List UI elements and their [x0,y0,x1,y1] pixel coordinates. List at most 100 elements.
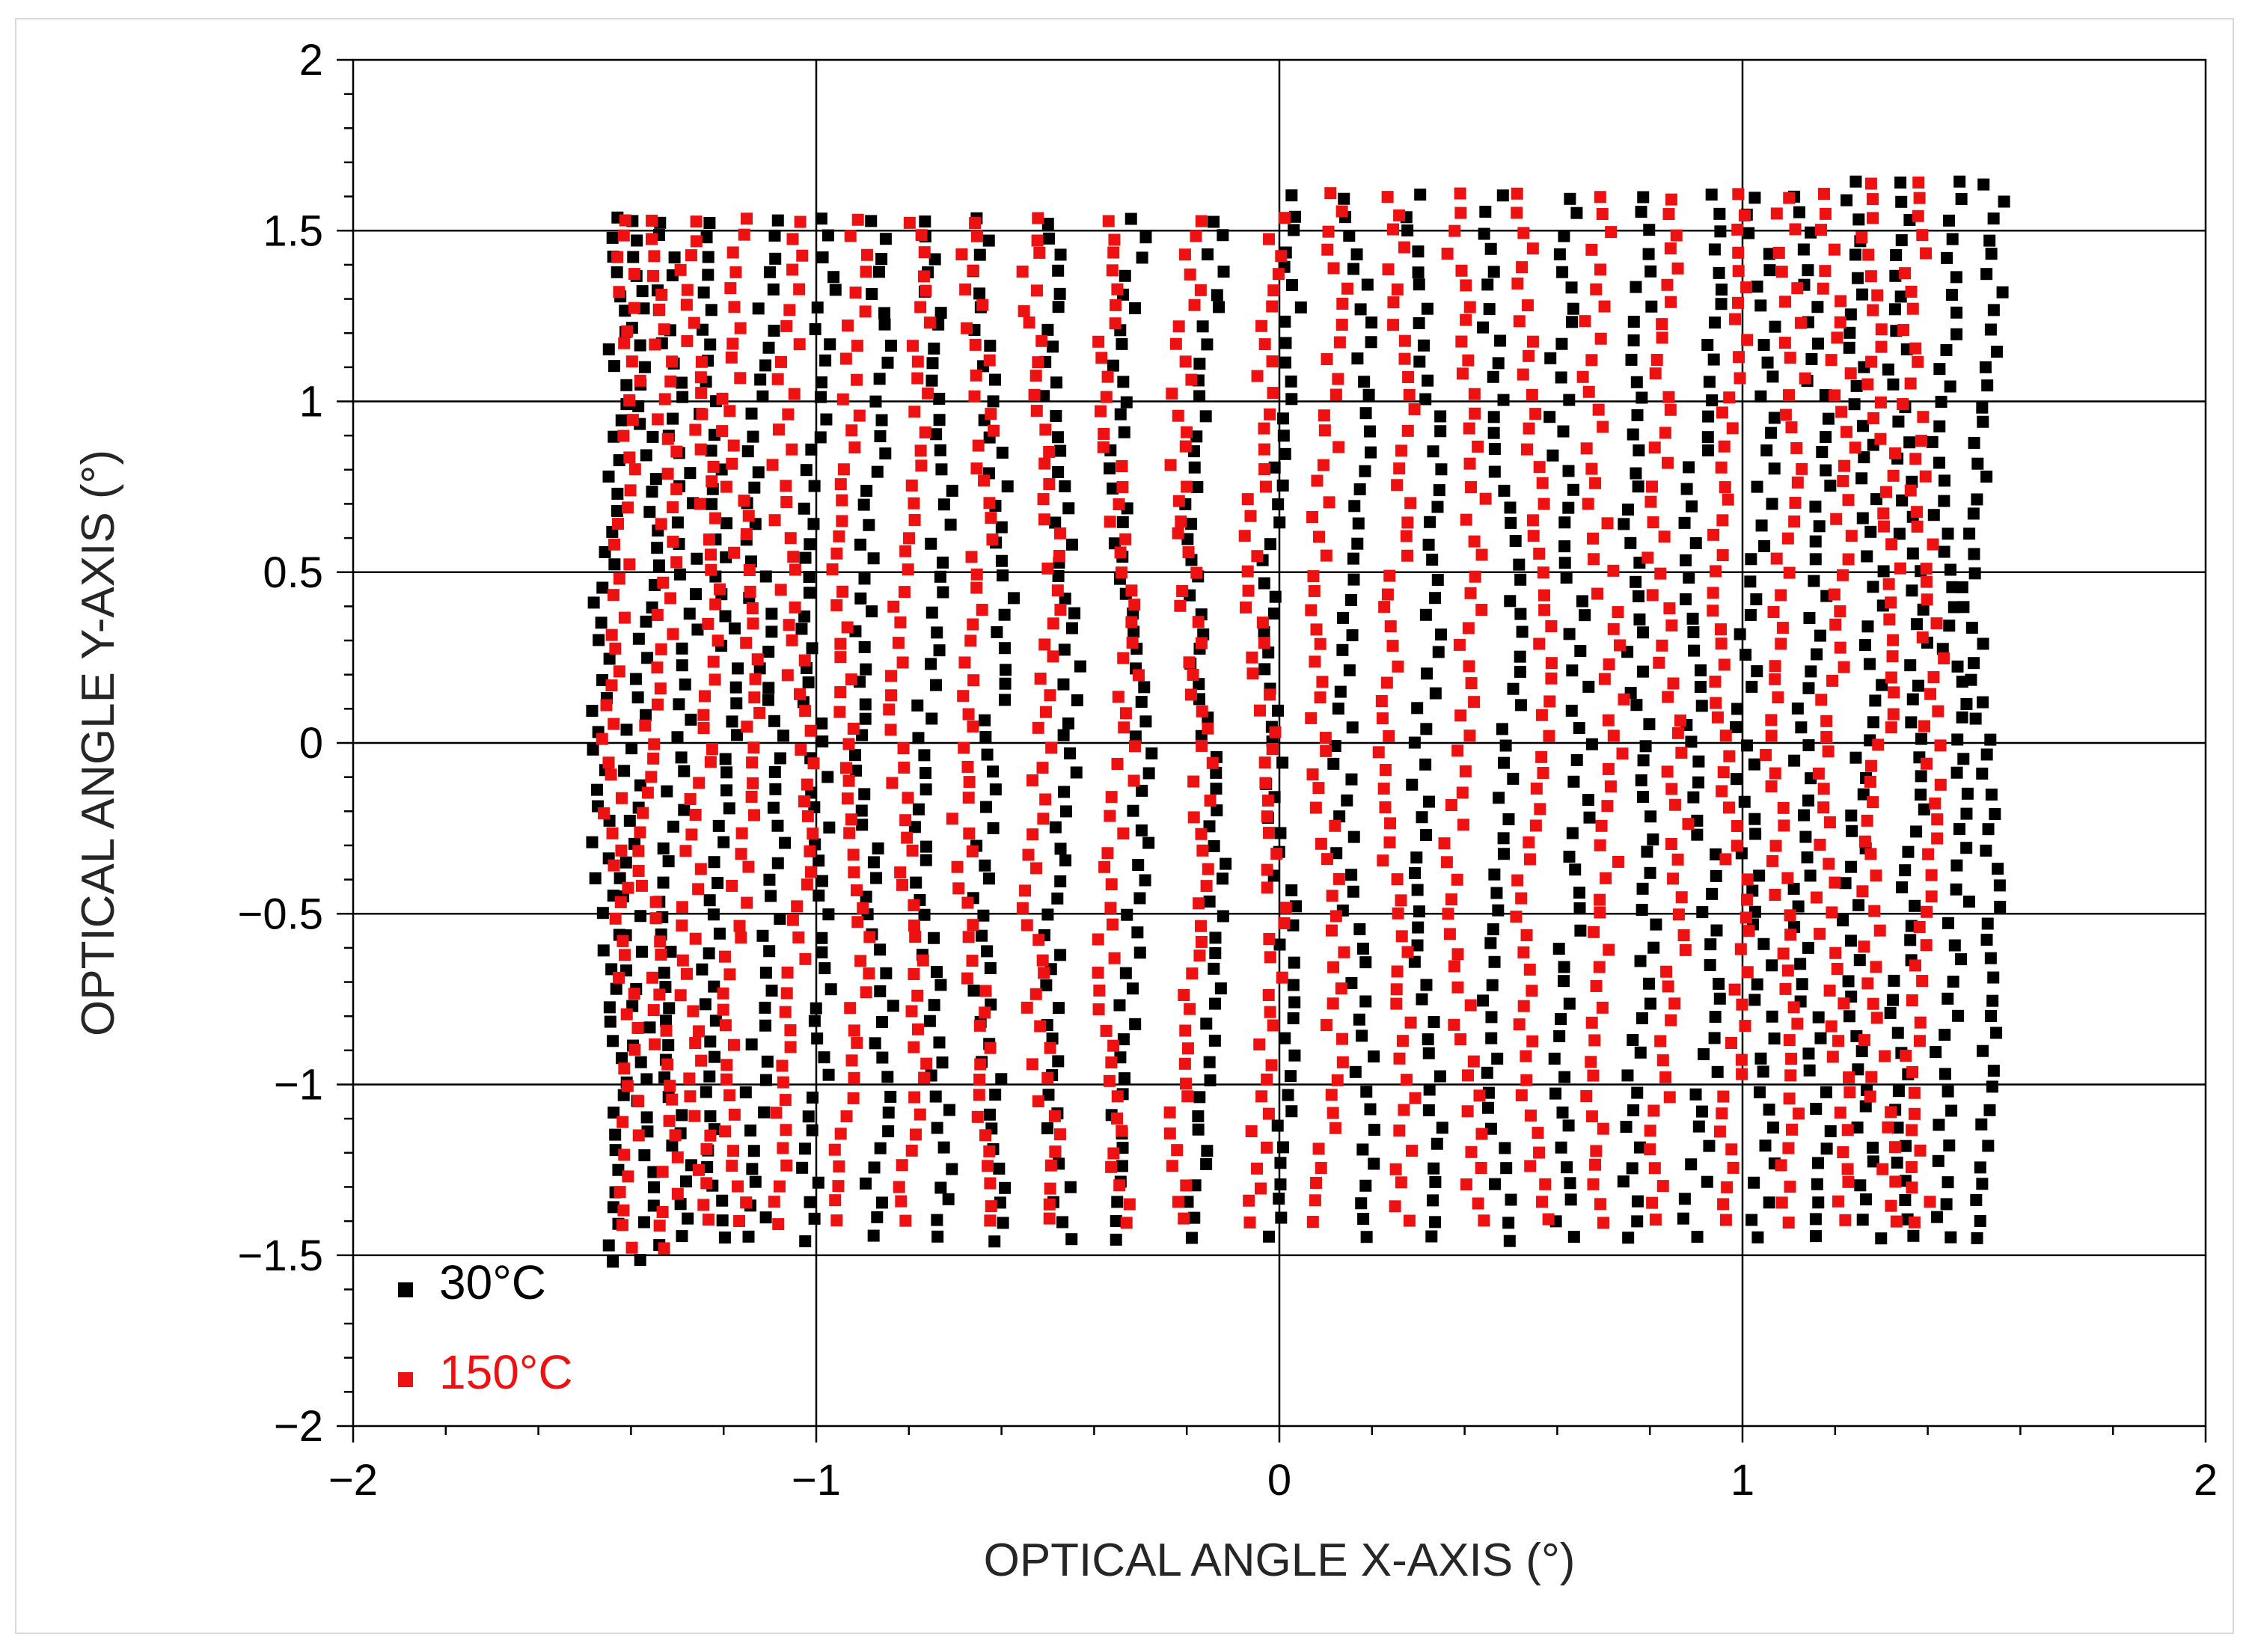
data-point [1950,328,1963,340]
data-point [997,569,1009,582]
data-point [658,323,670,336]
data-point [1678,516,1691,529]
data-point [1263,233,1276,245]
data-point [1893,527,1906,540]
data-point [774,584,787,596]
data-point [1635,206,1647,218]
data-point [1306,511,1319,524]
data-point [1846,825,1858,837]
data-point [1127,625,1140,638]
data-point [1321,353,1333,366]
data-point [1356,942,1369,955]
data-point [1053,287,1066,300]
data-point [733,1215,746,1228]
data-point [946,1163,958,1175]
data-point [1105,791,1118,804]
data-point [1940,1198,1953,1211]
data-point [1869,694,1882,707]
data-point [681,967,694,980]
data-point [866,605,878,618]
data-point [640,709,652,721]
data-point [1026,774,1038,786]
data-point [1379,764,1392,777]
axes [337,58,2207,1443]
data-point [1516,625,1529,638]
data-point [1976,767,1989,780]
data-point [1529,819,1542,832]
data-point [1814,838,1826,851]
data-point [1987,971,2000,984]
data-point [613,286,625,299]
data-point [786,443,798,456]
data-point [1358,376,1371,388]
data-point [915,229,928,242]
data-point [1656,318,1668,331]
data-point [1671,726,1684,739]
data-point [1166,1160,1178,1172]
data-point [1064,1181,1077,1193]
data-point [1799,830,1812,843]
data-point [987,822,1000,834]
data-point [1935,396,1947,409]
data-point [1768,462,1781,475]
data-point [1814,629,1826,642]
data-point [961,322,973,334]
data-point [697,286,710,299]
data-point [1062,502,1075,515]
data-point [1498,756,1511,769]
data-point [1939,1028,1951,1041]
data-point [830,547,843,560]
data-point [1190,566,1203,579]
data-point [1456,367,1469,380]
data-point [1778,819,1790,832]
data-point [1211,289,1223,302]
data-point [758,1106,771,1119]
data-point [1682,818,1695,830]
data-point [1826,1050,1839,1063]
data-point [1059,480,1071,492]
data-point [982,1160,994,1172]
data-point [1817,783,1830,795]
data-point [1722,801,1735,814]
data-point [1754,390,1767,403]
data-point [1870,961,1882,973]
data-point [1659,426,1671,439]
data-point [1217,910,1229,923]
data-point [786,233,799,245]
data-point [1320,549,1332,562]
data-point [744,585,756,598]
data-point [1465,1145,1478,1158]
data-point [893,1181,905,1193]
data-point [1113,1179,1126,1192]
data-point [1829,876,1841,889]
data-point [1844,308,1857,321]
data-point [928,342,940,355]
data-point [847,848,860,861]
data-point [880,967,893,979]
data-point [1996,286,2009,299]
data-point [984,962,997,975]
data-point [1104,516,1116,528]
data-point [726,1145,739,1157]
data-point [703,894,716,907]
data-point [1258,338,1271,351]
data-point [689,932,702,945]
data-point [920,840,933,853]
data-point [1185,518,1198,530]
data-point [1347,885,1359,898]
data-point [759,1019,772,1032]
data-point [611,487,624,500]
data-point [1933,1119,1945,1131]
data-point [906,844,919,857]
data-point [768,765,781,778]
data-point [609,642,622,655]
data-point [606,827,619,839]
data-point [908,920,921,932]
data-point [1043,1212,1056,1225]
data-point [1710,565,1722,578]
data-point [651,698,664,711]
data-point [1977,637,1989,650]
data-point [632,1095,645,1108]
data-point [653,1220,666,1232]
data-point [1419,758,1432,771]
